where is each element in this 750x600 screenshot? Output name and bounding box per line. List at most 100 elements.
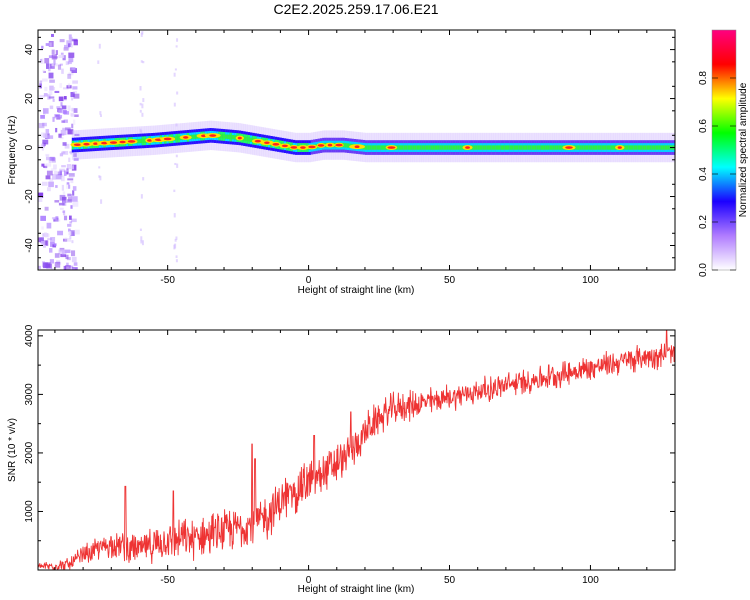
band-core xyxy=(245,136,249,142)
noise-speckle xyxy=(53,59,56,65)
band-core xyxy=(637,145,641,150)
band-core xyxy=(432,145,436,150)
noise-speckle xyxy=(55,219,61,222)
noise-speckle xyxy=(68,165,72,169)
noise-speckle xyxy=(59,136,64,140)
band-core xyxy=(603,145,607,150)
noise-speckle xyxy=(62,142,67,146)
noise-speckle xyxy=(49,42,52,47)
noise-speckle xyxy=(58,202,65,206)
band-hotspot-peak xyxy=(83,142,90,146)
band-hotspot-peak xyxy=(308,145,316,149)
noise-speckle xyxy=(58,133,62,138)
band-core xyxy=(660,145,663,150)
noise-speckle xyxy=(142,177,145,181)
band-core xyxy=(477,145,481,150)
noise-speckle xyxy=(62,110,67,114)
noise-speckle xyxy=(64,143,70,149)
band-core xyxy=(590,145,593,150)
noise-speckle xyxy=(47,135,54,139)
noise-speckle xyxy=(68,34,72,40)
noise-speckle xyxy=(68,173,75,177)
noise-speckle xyxy=(48,91,53,96)
noise-speckle xyxy=(41,143,44,147)
noise-speckle xyxy=(68,184,71,189)
noise-speckle xyxy=(67,193,72,198)
noise-speckle xyxy=(98,175,101,178)
noise-speckle xyxy=(59,39,65,43)
noise-speckle xyxy=(44,206,49,211)
band-core xyxy=(378,145,382,150)
band-core xyxy=(229,134,233,140)
band-core xyxy=(597,145,600,150)
band-core xyxy=(561,145,564,150)
noise-speckle xyxy=(63,215,68,221)
x-tick-label: 0 xyxy=(306,275,312,286)
noise-speckle xyxy=(68,228,71,232)
noise-speckle xyxy=(72,80,78,84)
spectrogram-title: C2E2.2025.259.17.06.E21 xyxy=(273,1,438,17)
noise-speckle xyxy=(70,230,75,237)
band-core xyxy=(407,145,411,150)
band-core xyxy=(649,145,652,150)
noise-speckle xyxy=(71,68,77,74)
band-core xyxy=(664,145,668,150)
frequency-band-layer xyxy=(70,120,675,163)
band-core xyxy=(225,134,228,139)
colorbar: 0.0 0.2 0.4 0.6 0.8 Normalized spectral ampl… xyxy=(698,29,749,277)
x-tick-label: 50 xyxy=(444,575,456,586)
noise-speckle xyxy=(68,52,75,58)
band-core xyxy=(594,145,598,150)
band-core xyxy=(606,145,609,150)
band-core xyxy=(549,145,553,150)
noise-speckle xyxy=(140,32,143,37)
noise-speckle xyxy=(62,127,65,131)
noise-speckle xyxy=(61,68,64,74)
noise-speckle xyxy=(72,190,75,196)
band-core xyxy=(398,145,402,150)
noise-speckle xyxy=(40,58,44,64)
noise-speckle xyxy=(63,96,67,100)
snr-series-line xyxy=(38,330,675,570)
noise-speckle xyxy=(40,240,45,246)
noise-speckle xyxy=(54,170,58,175)
band-hotspot-peak xyxy=(281,144,288,148)
noise-speckle xyxy=(58,54,65,59)
noise-speckle xyxy=(175,255,178,258)
noise-speckle xyxy=(68,72,74,76)
band-core xyxy=(516,145,519,150)
noise-speckle xyxy=(72,86,78,90)
noise-speckle xyxy=(42,108,49,114)
noise-speckle xyxy=(142,61,145,64)
noise-speckle xyxy=(73,119,76,125)
noise-speckle xyxy=(53,164,57,169)
y-tick-label: 3000 xyxy=(24,383,35,406)
band-hotspot-peak xyxy=(237,136,242,140)
noise-speckle xyxy=(43,133,48,139)
band-hotspot-peak xyxy=(465,146,470,149)
band-core xyxy=(455,145,458,150)
noise-speckle xyxy=(71,107,74,112)
band-core xyxy=(502,145,506,150)
band-core xyxy=(531,145,535,150)
noise-speckle xyxy=(45,154,49,160)
noise-speckle xyxy=(52,98,55,102)
band-core xyxy=(448,145,451,150)
noise-speckle xyxy=(71,97,74,101)
band-core xyxy=(423,145,427,150)
noise-speckle xyxy=(141,103,144,109)
band-core xyxy=(545,145,548,150)
noise-speckle xyxy=(100,199,103,204)
noise-speckle xyxy=(61,151,66,154)
noise-speckle xyxy=(173,213,176,218)
noise-speckle xyxy=(51,168,57,171)
noise-speckle xyxy=(99,114,102,117)
colorbar-ticks: 0.0 0.2 0.4 0.6 0.8 xyxy=(698,71,736,277)
noise-speckle xyxy=(55,216,59,220)
band-core xyxy=(608,145,612,150)
noise-speckle xyxy=(45,175,51,180)
noise-speckle xyxy=(42,142,46,147)
noise-speckle xyxy=(56,106,61,109)
noise-speckle xyxy=(48,55,53,59)
